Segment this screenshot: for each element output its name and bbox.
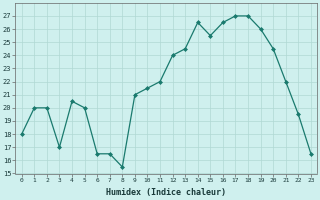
X-axis label: Humidex (Indice chaleur): Humidex (Indice chaleur) [106, 188, 226, 197]
